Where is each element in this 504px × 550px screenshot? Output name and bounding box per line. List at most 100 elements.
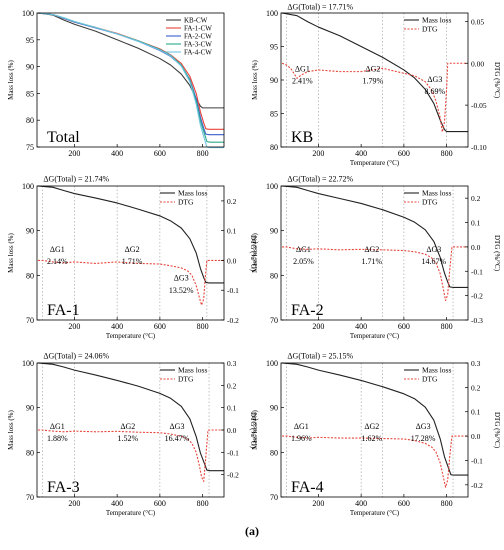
annotation-text: 13.52% [169, 286, 194, 295]
y-axis-label: Mass loss (%) [251, 410, 259, 450]
y2-tick-label: -0.2 [471, 481, 483, 490]
y2-tick-label: 0.1 [471, 219, 481, 228]
plot-frame [280, 185, 469, 321]
series-line-dtg [38, 429, 224, 482]
annotation-text: ΔG3 [427, 75, 442, 84]
legend-label: FA-1-CW [184, 25, 212, 33]
y-tick-label: 80 [270, 448, 278, 457]
y2-tick-label: 0.0 [227, 426, 237, 435]
y-tick-label: 70 [270, 316, 278, 325]
x-tick-label: 800 [197, 322, 209, 331]
x-tick-label: 600 [154, 322, 166, 331]
y2-tick-label: -0.10 [471, 143, 487, 152]
x-tick-label: 200 [68, 322, 80, 331]
y2-tick-label: 0.0 [471, 243, 481, 252]
y-axis-label: Mass loss (%) [7, 410, 15, 450]
series-line-kb-cw [37, 12, 224, 109]
legend-label: DTG [422, 375, 438, 384]
annotation-text: 1.62% [361, 434, 382, 443]
annotation-text: 8.69% [425, 87, 446, 96]
y2-tick-label: 0.1 [227, 404, 237, 413]
y2-axis-label: DTG (%/°C) [249, 412, 257, 449]
chart-panel-fa-2: 200 400 600 800 70 80 90 100 -0.3 -0.2 -0.1 0.0 0.1 0… [251, 175, 501, 340]
chart-panel-fa-4: 200 400 600 800 70 80 90 100 -0.2 -0.1 0.0 0.1 0.2 0.… [251, 352, 501, 517]
y2-tick-label: 0.2 [471, 383, 481, 392]
y2-tick-label: -0.2 [227, 471, 239, 480]
x-tick-label: 800 [197, 499, 209, 508]
legend-label: DTG [422, 198, 438, 207]
legend-label: DTG [178, 375, 194, 384]
plot-frame [280, 362, 469, 498]
annotation-text: ΔG2 [364, 245, 379, 254]
x-tick-label: 600 [154, 499, 166, 508]
annotation-text: 2.14% [47, 257, 68, 266]
panel-label: FA-1 [47, 302, 80, 319]
y2-tick-label: 0.3 [227, 359, 237, 368]
annotation-text: ΔG3 [426, 245, 441, 254]
annotation-text: ΔG3 [170, 422, 185, 431]
panel-label: Total [47, 129, 80, 146]
plot-frame [36, 185, 225, 321]
y-tick-label: 80 [26, 116, 34, 125]
panel-label: FA-4 [291, 479, 324, 496]
series-line-dtg [282, 435, 468, 488]
y2-tick-label: 0.05 [471, 17, 484, 26]
x-tick-label: 400 [355, 149, 367, 158]
y-tick-label: 95 [270, 43, 278, 52]
y2-tick-label: -0.2 [471, 292, 483, 301]
series-line-dtg [38, 259, 224, 306]
x-tick-label: 400 [111, 322, 123, 331]
annotation-text: ΔG2 [120, 422, 135, 431]
legend-label: Mass loss [422, 16, 451, 25]
annotation-text: ΔG1 [295, 64, 310, 73]
series-line-dtg [281, 62, 468, 133]
legend-label: Mass loss [422, 189, 451, 198]
y2-tick-label: 0.00 [471, 59, 484, 68]
legend-label: FA-4-CW [184, 49, 212, 57]
annotation-text: ΔG(Total) = 25.15% [287, 352, 353, 361]
y-tick-label: 100 [266, 359, 278, 368]
x-axis-label: Temperature (°C) [106, 332, 156, 340]
y-axis-label: Mass loss (%) [7, 60, 15, 100]
y-tick-label: 70 [26, 493, 34, 502]
y2-tick-label: 0.2 [227, 381, 237, 390]
y-tick-label: 100 [266, 182, 278, 191]
annotation-text: ΔG1 [50, 245, 65, 254]
y2-tick-label: 0.0 [227, 256, 237, 265]
legend-label: DTG [422, 25, 438, 34]
x-tick-label: 800 [441, 149, 453, 158]
y2-tick-label: -0.2 [227, 316, 239, 325]
annotation-text: 1.79% [363, 76, 384, 85]
legend-label: KB-CW [184, 17, 208, 25]
y2-tick-label: -0.1 [471, 267, 483, 276]
annotation-text: 1.96% [291, 434, 312, 443]
y2-tick-label: 0.1 [471, 408, 481, 417]
y2-tick-label: -0.1 [227, 286, 239, 295]
y-tick-label: 90 [26, 227, 34, 236]
annotation-text: ΔG(Total) = 21.74% [43, 175, 109, 184]
y2-tick-label: -0.1 [471, 456, 483, 465]
y-tick-label: 100 [22, 359, 34, 368]
annotation-text: ΔG(Total) = 22.72% [287, 175, 353, 184]
y2-axis-label: DTG (%/°C) [493, 62, 501, 99]
x-axis-label: Temperature (°C) [350, 159, 400, 167]
x-tick-label: 600 [154, 149, 166, 158]
x-tick-label: 200 [312, 499, 324, 508]
y-tick-label: 90 [26, 404, 34, 413]
y-axis-label: Mass loss (%) [251, 233, 259, 273]
y-tick-label: 70 [26, 316, 34, 325]
chart-panel-kb: 200 400 600 800 80 85 90 95 100 -0.10 -0.05 0.00 0.0… [251, 3, 501, 167]
annotation-text: 1.52% [117, 434, 138, 443]
annotation-text: ΔG2 [364, 422, 379, 431]
annotation-text: ΔG3 [174, 274, 189, 283]
x-tick-label: 400 [111, 149, 123, 158]
series-line-fa-4-cw [38, 12, 224, 149]
series-line-mass-loss [282, 185, 468, 288]
series-line-mass-loss [38, 362, 224, 472]
legend-label: FA-3-CW [184, 41, 212, 49]
annotation-text: 2.05% [293, 257, 314, 266]
y-axis-label: Mass loss (%) [7, 233, 15, 273]
panel-label: FA-2 [291, 302, 324, 319]
annotation-text: ΔG1 [294, 422, 309, 431]
annotation-text: 1.71% [361, 257, 382, 266]
